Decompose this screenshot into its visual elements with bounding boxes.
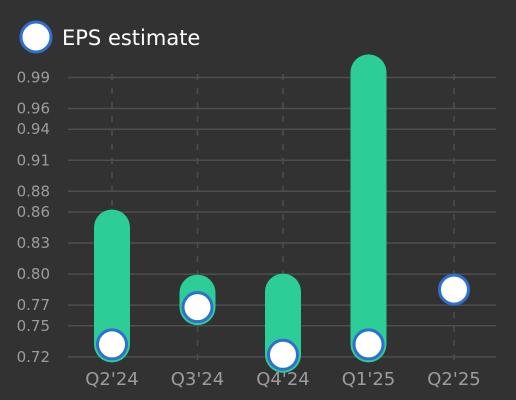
x-tick-label: Q2'25 xyxy=(427,369,480,390)
eps-estimate-point xyxy=(96,328,128,361)
y-tick-label: 0.86 xyxy=(17,203,50,221)
y-tick-label: 0.96 xyxy=(17,100,50,118)
y-tick-label: 0.94 xyxy=(17,120,50,138)
eps-estimate-point xyxy=(438,273,470,306)
x-tick-label: Q2'24 xyxy=(85,369,138,390)
eps-estimate-point xyxy=(267,338,299,371)
x-axis-ticks: Q2'24 Q3'24 Q4'24 Q1'25 Q2'25 xyxy=(85,369,480,390)
y-tick-label: 0.72 xyxy=(17,348,50,366)
y-tick-label: 0.91 xyxy=(17,151,50,169)
eps-estimate-markers xyxy=(96,273,470,371)
y-axis-ticks: 0.99 0.96 0.94 0.91 0.88 0.86 0.83 0.80 0.77 0.75… xyxy=(17,69,50,366)
eps-estimate-point xyxy=(181,291,214,324)
legend[interactable]: EPS estimate xyxy=(19,20,200,54)
range-bar xyxy=(350,54,387,363)
legend-marker-icon xyxy=(19,20,53,54)
y-tick-label: 0.88 xyxy=(17,182,50,200)
y-tick-label: 0.77 xyxy=(17,296,50,314)
legend-label-eps-estimate: EPS estimate xyxy=(62,26,200,50)
range-bars xyxy=(94,54,387,373)
y-tick-label: 0.99 xyxy=(17,69,50,87)
range-bar xyxy=(94,209,130,363)
eps-estimate-point xyxy=(352,328,385,361)
y-tick-label: 0.80 xyxy=(17,265,50,283)
x-tick-label: Q1'25 xyxy=(342,369,395,390)
y-tick-label: 0.83 xyxy=(17,234,50,252)
y-tick-label: 0.75 xyxy=(17,317,50,335)
x-tick-label: Q3'24 xyxy=(171,369,224,390)
x-tick-label: Q4'24 xyxy=(256,369,309,390)
